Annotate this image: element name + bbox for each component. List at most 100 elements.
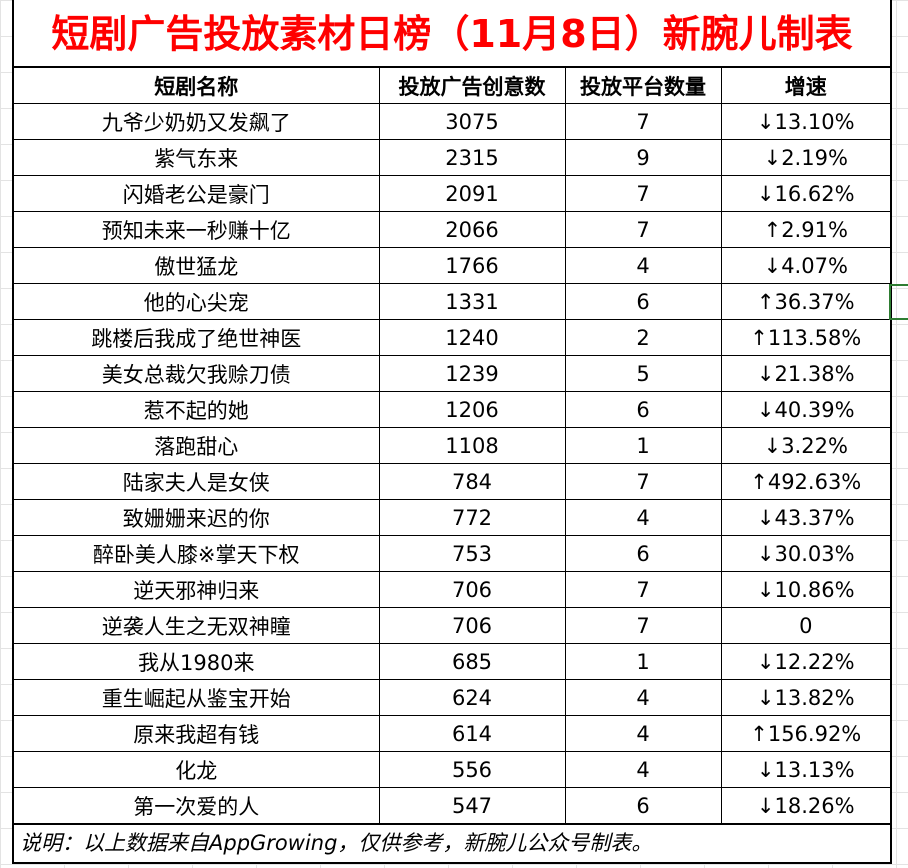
cell-ad-creatives[interactable]: 1239 [378,355,566,392]
cell-drama-name[interactable]: 紫气东来 [14,139,380,176]
cell-platform-count[interactable]: 2 [564,319,722,356]
cell-platform-count[interactable]: 7 [564,211,722,248]
cell-growth[interactable]: ↑36.37% [720,283,890,320]
cell-ad-creatives[interactable]: 1206 [378,391,566,428]
cell-growth[interactable]: ↓4.07% [720,247,890,284]
cell-drama-name[interactable]: 我从1980来 [14,643,380,680]
cell-drama-name[interactable]: 陆家夫人是女侠 [14,463,380,500]
cell-ad-creatives[interactable]: 556 [378,751,566,788]
cell-drama-name[interactable]: 逆袭人生之无双神瞳 [14,607,380,644]
cell-drama-name[interactable]: 逆天邪神归来 [14,571,380,608]
cell-platform-count[interactable]: 7 [564,571,722,608]
cell-growth[interactable]: ↓18.26% [720,787,890,824]
cell-drama-name[interactable]: 醉卧美人膝※掌天下权 [14,535,380,572]
cell-drama-name[interactable]: 美女总裁欠我赊刀债 [14,355,380,392]
cell-drama-name[interactable]: 致姗姗来迟的你 [14,499,380,536]
cell-platform-count[interactable]: 4 [564,751,722,788]
cell-ad-creatives[interactable]: 685 [378,643,566,680]
cell-growth[interactable]: ↓30.03% [720,535,890,572]
cell-ad-creatives[interactable]: 784 [378,463,566,500]
cell-platform-count[interactable]: 1 [564,643,722,680]
cell-drama-name[interactable]: 第一次爱的人 [14,787,380,824]
cell-platform-count[interactable]: 6 [564,535,722,572]
cell-growth[interactable]: ↓13.10% [720,103,890,140]
cell-growth[interactable]: ↓16.62% [720,175,890,212]
cell-ad-creatives[interactable]: 1108 [378,427,566,464]
cell-ad-creatives[interactable]: 1331 [378,283,566,320]
cell-drama-name[interactable]: 化龙 [14,751,380,788]
cell-growth[interactable]: ↓12.22% [720,643,890,680]
cell-platform-count[interactable]: 5 [564,355,722,392]
cell-growth[interactable]: ↓13.13% [720,751,890,788]
cell-platform-count[interactable]: 6 [564,787,722,824]
cell-drama-name[interactable]: 原来我超有钱 [14,715,380,752]
cell-growth[interactable]: ↑2.91% [720,211,890,248]
cell-platform-count[interactable]: 9 [564,139,722,176]
cell-growth[interactable]: ↑156.92% [720,715,890,752]
cell-drama-name[interactable]: 惹不起的她 [14,391,380,428]
cell-growth[interactable]: ↓21.38% [720,355,890,392]
cell-ad-creatives[interactable]: 624 [378,679,566,716]
cell-ad-creatives[interactable]: 3075 [378,103,566,140]
header-platform-count[interactable]: 投放平台数量 [564,68,722,104]
ranking-table: 短剧名称 投放广告创意数 投放平台数量 增速 九爷少奶奶又发飙了 3075 7 ↓13… [14,68,890,824]
header-drama-name[interactable]: 短剧名称 [14,68,380,104]
cell-growth[interactable]: ↓40.39% [720,391,890,428]
cell-drama-name[interactable]: 他的心尖宠 [14,283,380,320]
cell-platform-count[interactable]: 6 [564,391,722,428]
cell-platform-count[interactable]: 7 [564,103,722,140]
cell-ad-creatives[interactable]: 1766 [378,247,566,284]
table-row: 重生崛起从鉴宝开始 624 4 ↓13.82% [14,679,890,716]
cell-platform-count[interactable]: 4 [564,715,722,752]
table-body: 九爷少奶奶又发飙了 3075 7 ↓13.10% 紫气东来 2315 9 ↓2.19% 闪婚老公… [14,103,890,824]
header-ad-creatives[interactable]: 投放广告创意数 [378,68,566,104]
cell-ad-creatives[interactable]: 547 [378,787,566,824]
cell-growth[interactable]: ↑113.58% [720,319,890,356]
cell-ad-creatives[interactable]: 1240 [378,319,566,356]
cell-drama-name[interactable]: 落跑甜心 [14,427,380,464]
table-row: 醉卧美人膝※掌天下权 753 6 ↓30.03% [14,535,890,572]
cell-ad-creatives[interactable]: 772 [378,499,566,536]
table-row: 逆袭人生之无双神瞳 706 7 0 [14,607,890,644]
cell-platform-count[interactable]: 4 [564,499,722,536]
cell-growth[interactable]: ↑492.63% [720,463,890,500]
cell-drama-name[interactable]: 傲世猛龙 [14,247,380,284]
cell-drama-name[interactable]: 九爷少奶奶又发飙了 [14,103,380,140]
cell-ad-creatives[interactable]: 753 [378,535,566,572]
cell-platform-count[interactable]: 4 [564,247,722,284]
cell-platform-count[interactable]: 7 [564,463,722,500]
table-row: 落跑甜心 1108 1 ↓3.22% [14,427,890,464]
footnote[interactable]: 说明：以上数据来自AppGrowing，仅供参考，新腕儿公众号制表。 [14,824,890,861]
cell-drama-name[interactable]: 跳楼后我成了绝世神医 [14,319,380,356]
sheet-title[interactable]: 短剧广告投放素材日榜（11月8日）新腕儿制表 [14,0,890,68]
cell-growth[interactable]: ↓13.82% [720,679,890,716]
table-row: 第一次爱的人 547 6 ↓18.26% [14,787,890,824]
cell-ad-creatives[interactable]: 706 [378,571,566,608]
cell-growth[interactable]: ↓10.86% [720,571,890,608]
table-row: 化龙 556 4 ↓13.13% [14,751,890,788]
header-growth[interactable]: 增速 [720,68,890,104]
cell-ad-creatives[interactable]: 614 [378,715,566,752]
cell-platform-count[interactable]: 7 [564,607,722,644]
table-row: 紫气东来 2315 9 ↓2.19% [14,139,890,176]
cell-platform-count[interactable]: 1 [564,427,722,464]
cell-ad-creatives[interactable]: 2066 [378,211,566,248]
selected-cell-outline [889,284,908,320]
cell-platform-count[interactable]: 7 [564,175,722,212]
cell-growth[interactable]: ↓3.22% [720,427,890,464]
cell-drama-name[interactable]: 预知未来一秒赚十亿 [14,211,380,248]
table-row: 美女总裁欠我赊刀债 1239 5 ↓21.38% [14,355,890,392]
ranking-sheet: 短剧广告投放素材日榜（11月8日）新腕儿制表 短剧名称 投放广告创意数 投放平台… [12,0,892,864]
cell-platform-count[interactable]: 4 [564,679,722,716]
cell-drama-name[interactable]: 闪婚老公是豪门 [14,175,380,212]
cell-ad-creatives[interactable]: 706 [378,607,566,644]
cell-ad-creatives[interactable]: 2091 [378,175,566,212]
cell-ad-creatives[interactable]: 2315 [378,139,566,176]
table-row: 致姗姗来迟的你 772 4 ↓43.37% [14,499,890,536]
cell-growth[interactable]: ↓2.19% [720,139,890,176]
table-row: 跳楼后我成了绝世神医 1240 2 ↑113.58% [14,319,890,356]
cell-growth[interactable]: 0 [720,607,890,644]
cell-growth[interactable]: ↓43.37% [720,499,890,536]
cell-drama-name[interactable]: 重生崛起从鉴宝开始 [14,679,380,716]
cell-platform-count[interactable]: 6 [564,283,722,320]
